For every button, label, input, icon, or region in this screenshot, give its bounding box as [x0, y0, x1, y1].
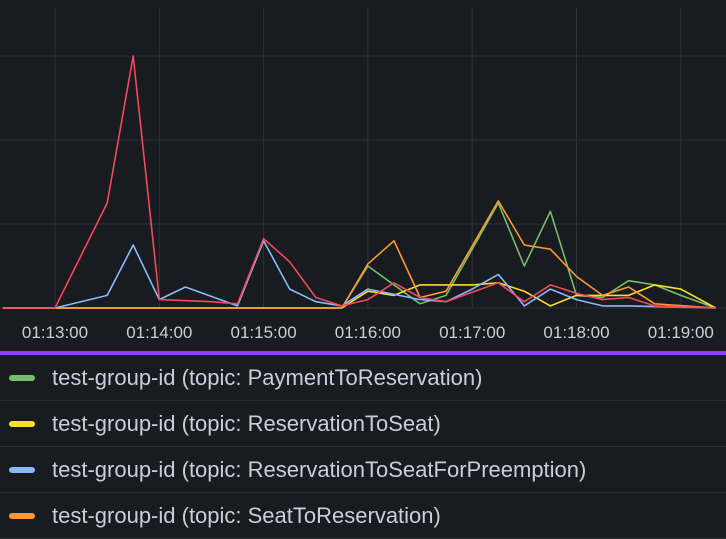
x-axis: 01:13:00 01:14:00 01:15:00 01:16:00 01:17:00… — [22, 323, 714, 342]
legend-item-reservation-to-seat-for-preemption[interactable]: test-group-id (topic: ReservationToSeatF… — [0, 447, 726, 493]
x-tick-label: 01:19:00 — [648, 323, 714, 342]
legend-divider — [0, 351, 726, 355]
legend-swatch — [9, 374, 35, 381]
x-tick-label: 01:16:00 — [335, 323, 401, 342]
legend-label: test-group-id (topic: SeatToReservation) — [52, 502, 441, 528]
series-line-3 — [2, 240, 716, 309]
legend-label: test-group-id (topic: PaymentToReservati… — [52, 364, 483, 390]
legend-label: test-group-id (topic: ReservationToSeatF… — [52, 456, 587, 482]
legend-swatch — [9, 466, 35, 473]
legend: test-group-id (topic: PaymentToReservati… — [0, 355, 726, 539]
legend-swatch — [9, 512, 35, 519]
legend-swatch — [9, 420, 35, 427]
legend-item-payment-to-reservation[interactable]: test-group-id (topic: PaymentToReservati… — [0, 355, 726, 401]
chart-series — [2, 55, 716, 309]
x-tick-label: 01:13:00 — [22, 323, 88, 342]
x-tick-label: 01:15:00 — [231, 323, 297, 342]
legend-item-reservation-to-seat[interactable]: test-group-id (topic: ReservationToSeat) — [0, 401, 726, 447]
series-line-5 — [2, 55, 716, 309]
series-line-1 — [2, 202, 716, 309]
series-line-2 — [2, 282, 716, 309]
x-tick-label: 01:14:00 — [126, 323, 192, 342]
series-line-4 — [2, 200, 716, 309]
chart-grid — [0, 8, 726, 309]
legend-item-seat-to-reservation[interactable]: test-group-id (topic: SeatToReservation) — [0, 493, 726, 539]
line-chart: 01:13:00 01:14:00 01:15:00 01:16:00 01:17:00… — [0, 8, 726, 342]
x-tick-label: 01:18:00 — [543, 323, 609, 342]
x-tick-label: 01:17:00 — [439, 323, 505, 342]
legend-label: test-group-id (topic: ReservationToSeat) — [52, 410, 441, 436]
